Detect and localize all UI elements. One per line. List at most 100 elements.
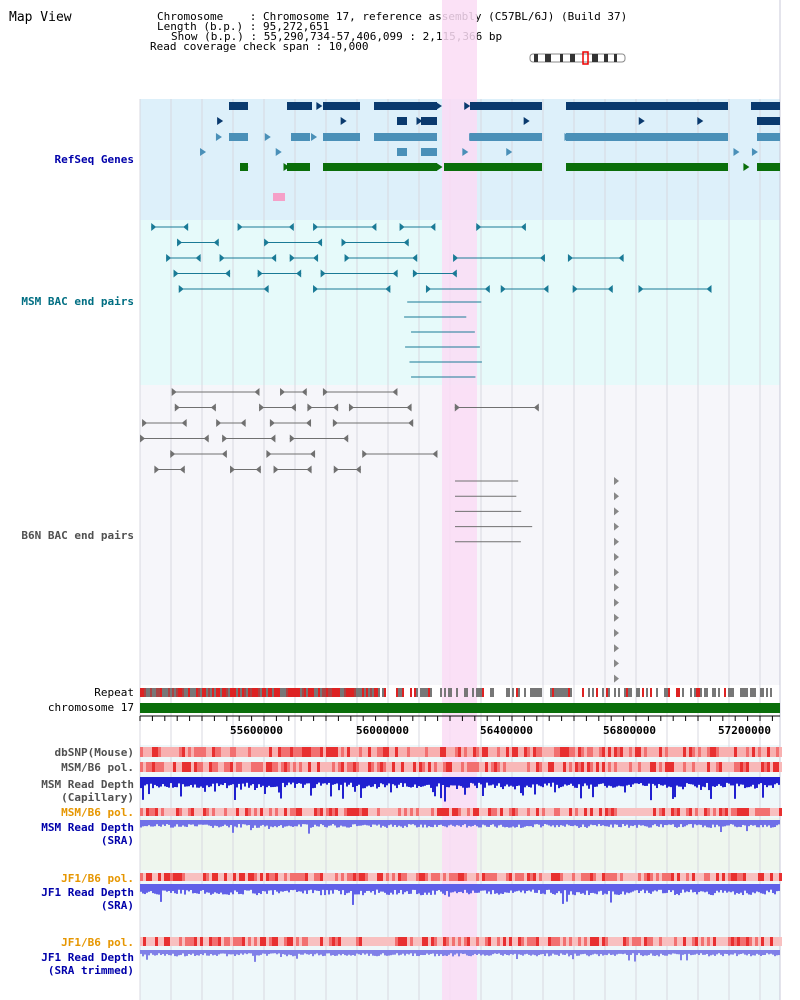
track-label-jf1-b6-pol-1[interactable]: JF1/B6 pol. <box>61 872 134 885</box>
gene-exon <box>421 148 437 156</box>
track-label-b6n-bac[interactable]: B6N BAC end pairs <box>21 529 134 542</box>
depth-bar <box>778 950 780 956</box>
repeat-mark <box>430 688 432 697</box>
depth-bar <box>662 820 664 828</box>
depth-bar <box>658 820 660 827</box>
polymorphism-cell <box>374 937 377 946</box>
polymorphism-cell <box>575 747 578 757</box>
depth-bar <box>240 820 242 828</box>
repeat-mark <box>300 688 302 697</box>
track-label-dbsnp[interactable]: dbSNP(Mouse) <box>54 746 134 759</box>
depth-bar <box>352 820 354 825</box>
msm-bac-end <box>403 238 409 247</box>
repeat-mark <box>330 688 332 697</box>
track-label-refseq[interactable]: RefSeq Genes <box>54 153 134 166</box>
depth-bar <box>566 777 568 786</box>
polymorphism-cell <box>377 873 380 881</box>
repeat-mark <box>154 688 156 697</box>
axis-tick-label: 57200000 <box>718 724 771 737</box>
polymorphism-cell <box>641 937 644 946</box>
b6n-bac-end <box>254 388 260 396</box>
repeat-mark <box>410 688 412 697</box>
polymorphism-cell <box>287 762 290 772</box>
depth-bar <box>200 820 202 825</box>
depth-bar <box>140 820 142 828</box>
depth-bar <box>744 777 746 789</box>
polymorphism-cell <box>572 873 575 881</box>
depth-bar <box>442 820 444 826</box>
depth-bar <box>464 950 466 954</box>
polymorphism-cell <box>584 873 587 881</box>
b6n-bac-end <box>392 388 398 396</box>
depth-bar <box>628 884 630 894</box>
polymorphism-cell <box>353 937 356 946</box>
polymorphism-cell <box>425 762 428 772</box>
polymorphism-cell <box>311 808 314 816</box>
b6n-bac-end <box>266 450 272 458</box>
polymorphism-cell <box>692 937 695 946</box>
polymorphism-cell <box>773 762 776 772</box>
polymorphism-cell <box>755 937 758 946</box>
depth-bar <box>376 950 378 957</box>
depth-bar <box>220 777 222 785</box>
depth-bar <box>234 884 236 891</box>
depth-bar <box>188 820 190 825</box>
depth-bar <box>716 884 718 891</box>
depth-bar <box>542 820 544 827</box>
track-label-jf1-depth-sra[interactable]: JF1 Read Depth <box>41 886 134 899</box>
polymorphism-cell <box>548 808 551 816</box>
depth-bar <box>216 950 218 956</box>
polymorphism-cell <box>665 747 668 757</box>
depth-bar <box>734 884 736 895</box>
polymorphism-cell <box>536 873 539 881</box>
track-label-jf1-depth-trimmed[interactable]: JF1 Read Depth <box>41 951 134 964</box>
depth-bar <box>450 820 452 825</box>
depth-bar <box>672 884 674 891</box>
depth-bar <box>420 950 422 955</box>
polymorphism-cell <box>428 937 431 946</box>
depth-bar <box>552 950 554 954</box>
depth-bar <box>528 884 530 891</box>
polymorphism-cell <box>284 937 287 946</box>
track-label-msm-depth-capillary[interactable]: MSM Read Depth <box>41 778 134 791</box>
depth-bar <box>454 884 456 892</box>
depth-bar <box>514 950 516 954</box>
polymorphism-cell <box>650 937 653 946</box>
repeat-mark <box>240 688 242 697</box>
track-label-msm-b6-pol-1[interactable]: MSM/B6 pol. <box>61 761 134 774</box>
track-label-msm-b6-pol-2[interactable]: MSM/B6 pol. <box>61 806 134 819</box>
repeat-mark <box>760 688 762 697</box>
track-label-jf1-b6-pol-2[interactable]: JF1/B6 pol. <box>61 936 134 949</box>
gene-arrow <box>421 163 428 171</box>
depth-bar <box>470 820 472 827</box>
polymorphism-cell <box>581 937 584 946</box>
depth-bar <box>696 777 698 788</box>
track-label-msm-depth-sra[interactable]: MSM Read Depth <box>41 821 134 834</box>
polymorphism-cell <box>425 873 428 881</box>
depth-bar <box>462 884 464 894</box>
repeat-mark <box>282 688 284 697</box>
polymorphism-cell <box>599 937 602 946</box>
depth-bar <box>540 950 542 955</box>
gene-exon <box>291 133 310 141</box>
polymorphism-cell <box>539 747 542 757</box>
depth-bar <box>504 950 506 955</box>
depth-bar <box>300 820 302 827</box>
depth-bar <box>398 884 400 894</box>
polymorphism-cell <box>140 747 143 757</box>
polymorphism-cell <box>227 873 230 881</box>
polymorphism-cell <box>353 808 356 816</box>
polymorphism-cell <box>686 747 689 757</box>
depth-bar <box>222 884 224 895</box>
depth-bar <box>474 950 476 954</box>
depth-bar <box>466 820 468 828</box>
depth-bar <box>696 884 698 895</box>
polymorphism-cell <box>386 873 389 881</box>
track-label-msm-bac[interactable]: MSM BAC end pairs <box>21 295 134 308</box>
depth-bar <box>558 777 560 789</box>
polymorphism-cell <box>587 937 590 946</box>
repeat-mark <box>206 688 208 697</box>
polymorphism-cell <box>185 762 188 772</box>
msm-bac-end <box>183 223 189 231</box>
